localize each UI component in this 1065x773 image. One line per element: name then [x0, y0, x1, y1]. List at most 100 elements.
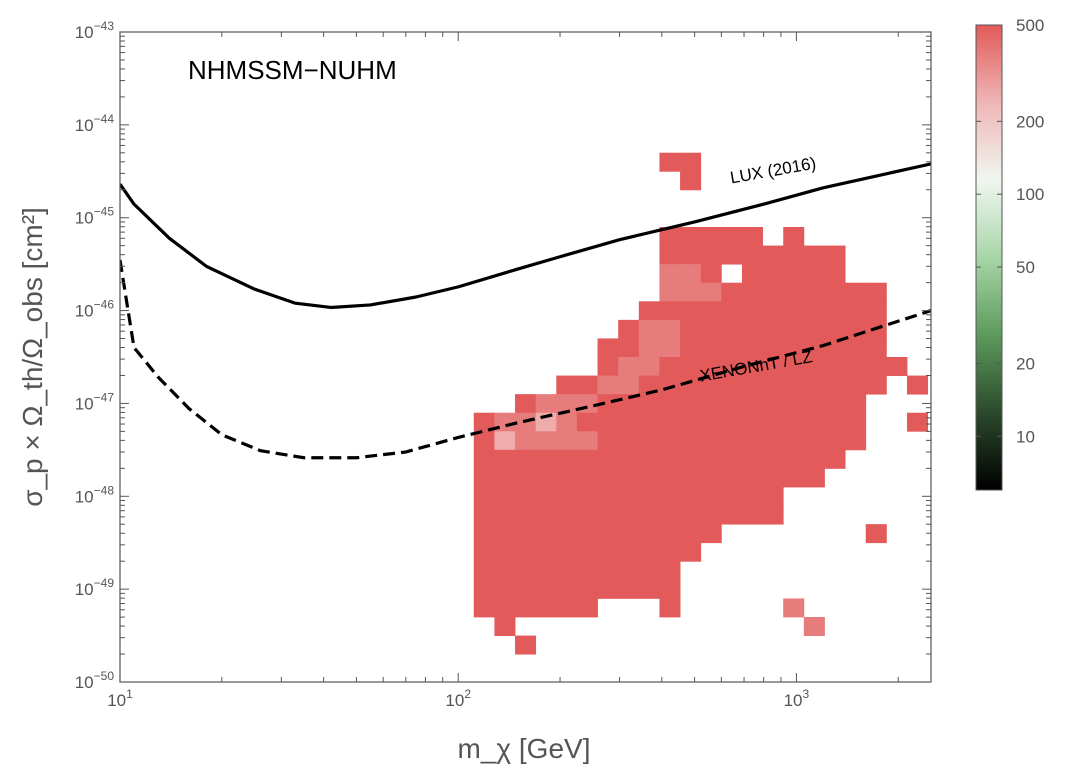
colorbar-tick-label: 500	[1016, 16, 1044, 35]
heatmap-bin	[659, 579, 681, 599]
colorbar-tick-label: 20	[1016, 354, 1035, 373]
heatmap-bin	[659, 282, 681, 302]
heatmap-bin	[618, 412, 640, 432]
heatmap-bin	[845, 282, 867, 302]
heatmap-bin	[618, 579, 640, 599]
heatmap-bin	[700, 412, 722, 432]
heatmap-bin	[618, 431, 640, 451]
exclusion-curves	[120, 162, 931, 460]
heatmap-bin	[576, 412, 598, 432]
heatmap-bin	[597, 468, 619, 488]
heatmap-bin	[783, 394, 805, 414]
x-axis-title: m_χ [GeV]	[458, 733, 591, 764]
heatmap-bin	[515, 542, 537, 562]
heatmap-bin	[659, 338, 681, 358]
heatmap-bin	[556, 375, 578, 395]
heatmap-bin	[515, 505, 537, 525]
y-tick-label: 10−44	[75, 112, 115, 135]
heatmap-bin	[597, 524, 619, 544]
heatmap-bin	[824, 357, 846, 376]
heatmap-bin	[741, 375, 763, 395]
heatmap-bin	[845, 357, 867, 376]
heatmap-bin	[659, 264, 681, 284]
heatmap-bin	[907, 375, 929, 395]
heatmap-bin	[515, 524, 537, 544]
heatmap-bin	[494, 431, 516, 451]
heatmap-bin	[556, 449, 578, 469]
heatmap-bin	[700, 487, 722, 506]
heatmap-bin	[700, 449, 722, 469]
heatmap-bin	[556, 542, 578, 562]
heatmap-bin	[721, 319, 743, 339]
heatmap-bin	[700, 468, 722, 488]
heatmap-bin	[803, 301, 825, 321]
heatmap-bin	[741, 505, 763, 525]
heatmap-bin	[638, 319, 660, 339]
heatmap-bin	[700, 505, 722, 525]
heatmap-bin	[721, 338, 743, 358]
heatmap-bin	[845, 338, 867, 358]
heatmap-bin	[618, 319, 640, 339]
heatmap-bin	[556, 394, 578, 414]
heatmap-bin	[494, 561, 516, 581]
heatmap-bin	[783, 319, 805, 339]
heatmap-bin	[556, 561, 578, 581]
heatmap-bin	[721, 301, 743, 321]
heatmap-bin	[865, 282, 887, 302]
heatmap-bin	[659, 561, 681, 581]
heatmap-bin	[535, 561, 557, 581]
heatmap-bin	[618, 394, 640, 414]
heatmap-bin	[741, 449, 763, 469]
heatmap-bin	[783, 227, 805, 246]
y-tick-label: 10−49	[75, 576, 115, 599]
heatmap-bin	[618, 542, 640, 562]
heatmap-bin	[618, 375, 640, 395]
heatmap-bin	[473, 487, 495, 506]
heatmap-bin	[515, 579, 537, 599]
colorbar-tick-label: 200	[1016, 112, 1044, 131]
heatmap-bin	[783, 431, 805, 451]
heatmap-bin	[700, 524, 722, 544]
heatmap-bin	[700, 227, 722, 246]
heatmap-bin	[762, 264, 784, 284]
heatmap-bin	[473, 468, 495, 488]
heatmap-bin	[803, 617, 825, 636]
plot-frame	[119, 31, 932, 683]
heatmap-bin	[494, 449, 516, 469]
heatmap-bin	[783, 357, 805, 376]
lux-2016-curve	[120, 162, 931, 310]
heatmap-bin	[494, 487, 516, 506]
heatmap-bin	[865, 338, 887, 358]
colorbar-ticks: 10 20 50 100 200 500	[976, 16, 1044, 446]
heatmap-bin	[556, 579, 578, 599]
heatmap-bin	[680, 357, 702, 376]
y-tick-label: 10−47	[75, 390, 115, 413]
heatmap-bin	[803, 357, 825, 376]
heatmap-bin	[680, 319, 702, 339]
heatmap-bin	[659, 319, 681, 339]
heatmap-bin	[618, 468, 640, 488]
y-tick-label: 10−46	[75, 298, 115, 321]
heatmap-bin	[597, 579, 619, 599]
heatmap-bin	[700, 264, 722, 284]
heatmap-bin	[680, 505, 702, 525]
heatmap-bin	[597, 357, 619, 376]
heatmap-bin	[535, 505, 557, 525]
heatmap-bin	[494, 542, 516, 562]
heatmap-bin	[597, 394, 619, 414]
heatmap-bin	[515, 468, 537, 488]
heatmap-bin	[783, 412, 805, 432]
heatmap-bin	[680, 431, 702, 451]
heatmap-bin	[680, 412, 702, 432]
heatmap-bin	[515, 394, 537, 414]
heatmap-bin	[700, 375, 722, 395]
heatmap-bin	[576, 431, 598, 451]
heatmap-bin	[783, 264, 805, 284]
heatmap-bin	[680, 449, 702, 469]
heatmap-bin	[638, 542, 660, 562]
heatmap-bin	[803, 375, 825, 395]
heatmap-bin	[865, 357, 887, 376]
heatmap-bin	[721, 412, 743, 432]
heatmap-bin	[638, 524, 660, 544]
heatmap-bin	[638, 468, 660, 488]
